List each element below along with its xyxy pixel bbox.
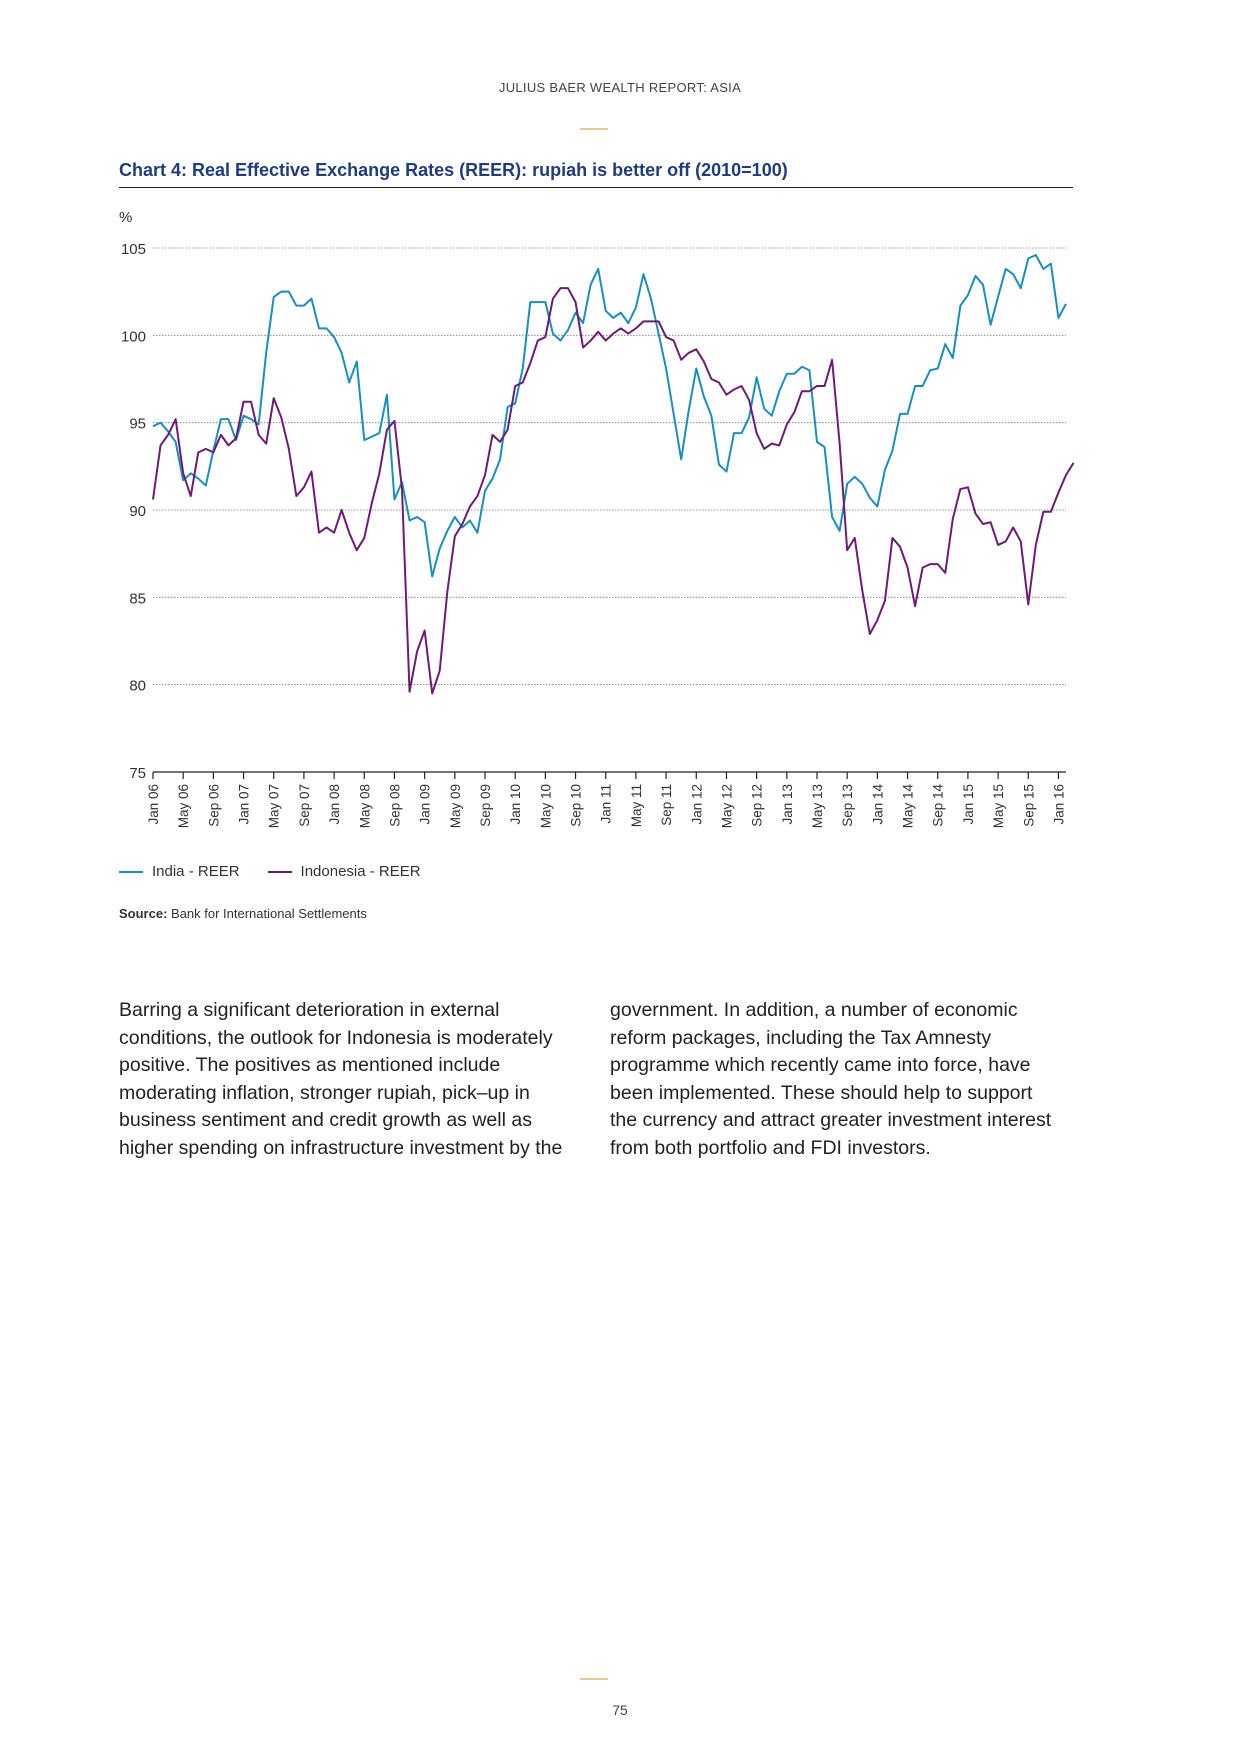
report-header: JULIUS BAER WEALTH REPORT: ASIA xyxy=(498,80,742,95)
axes xyxy=(152,771,1066,779)
legend-swatch-india xyxy=(119,870,143,873)
y-tick-label-90: 90 xyxy=(129,503,146,520)
x-tick-label: Jan 06 xyxy=(146,784,161,825)
y-tick-label-80: 80 xyxy=(129,678,146,695)
body-text-left-column: Barring a significant deterioration in e… xyxy=(119,999,563,1159)
x-tick-label: Sep 13 xyxy=(840,784,855,827)
x-tick-label: May 10 xyxy=(538,784,553,828)
chart-title-rule xyxy=(119,187,1073,188)
x-tick-label: Sep 09 xyxy=(478,784,493,827)
y-tick-label-105: 105 xyxy=(121,241,146,258)
x-tick-label: May 15 xyxy=(991,784,1006,828)
y-tick-label-85: 85 xyxy=(129,590,146,607)
legend-label-indonesia: Indonesia - REER xyxy=(300,863,421,880)
x-tick-label: Sep 08 xyxy=(387,784,402,827)
x-tick-label: Jan 07 xyxy=(237,784,252,825)
y-tick-label-95: 95 xyxy=(129,416,146,433)
footer-gold-rule xyxy=(580,1678,608,1680)
x-tick-label: Jan 15 xyxy=(961,784,976,825)
x-tick-label: May 06 xyxy=(176,784,191,828)
legend-label-india: India - REER xyxy=(152,863,240,880)
reer-line-chart: % 75 80 85 90 95 100 105 Jan 06 May 06 Sep 06 Jan 0… xyxy=(119,209,1075,828)
x-tick-label: May 07 xyxy=(267,784,282,828)
x-tick-label: Jan 13 xyxy=(780,784,795,825)
chart-source: Source: Bank for International Settlemen… xyxy=(119,906,367,921)
x-tick-label: Sep 14 xyxy=(931,784,946,827)
series-line-india xyxy=(152,253,1067,578)
x-tick-label: May 14 xyxy=(901,784,916,829)
x-tick-label: Jan 10 xyxy=(508,784,523,825)
x-tick-label: Sep 12 xyxy=(750,784,765,827)
grid-lines xyxy=(153,247,1066,686)
legend-item-india: India - REER xyxy=(119,863,240,880)
body-text-right-column: government. In addition, a number of eco… xyxy=(610,999,1052,1159)
x-tick-label: May 08 xyxy=(357,784,372,828)
series-lines xyxy=(152,253,1075,695)
x-tick-label: Sep 15 xyxy=(1021,784,1036,827)
y-axis-unit-label: % xyxy=(119,209,132,226)
series-line-indonesia xyxy=(152,287,1075,695)
x-tick-label: May 11 xyxy=(629,784,644,827)
x-tick-label: Sep 06 xyxy=(206,784,221,827)
y-tick-label-100: 100 xyxy=(121,328,146,345)
header-gold-rule xyxy=(580,128,608,130)
source-text: Bank for International Settlements xyxy=(167,906,367,921)
x-tick-label: Jan 12 xyxy=(689,784,704,825)
x-tick-label: Jan 08 xyxy=(327,784,342,825)
x-tick-label: Jan 14 xyxy=(870,784,885,825)
x-tick-label: Jan 09 xyxy=(418,784,433,825)
chart-legend: India - REER Indonesia - REER xyxy=(119,863,421,880)
page-number: 75 xyxy=(612,1702,628,1718)
x-tick-label: May 12 xyxy=(719,784,734,828)
axis-labels: % 75 80 85 90 95 100 105 Jan 06 May 06 Sep 06 Jan 0… xyxy=(119,209,1066,828)
y-tick-label-75: 75 xyxy=(129,765,146,782)
x-tick-label: May 13 xyxy=(810,784,825,828)
legend-item-indonesia: Indonesia - REER xyxy=(267,863,421,880)
x-tick-label: Jan 11 xyxy=(599,784,614,824)
x-tick-label: May 09 xyxy=(448,784,463,828)
source-label: Source: xyxy=(119,906,168,921)
x-tick-label: Sep 07 xyxy=(297,784,312,827)
x-tick-label: Jan 16 xyxy=(1051,784,1066,825)
x-tick-label: Sep 11 xyxy=(659,784,674,826)
chart-title: Chart 4: Real Effective Exchange Rates (… xyxy=(119,160,788,180)
legend-swatch-indonesia xyxy=(267,870,292,873)
x-tick-label: Sep 10 xyxy=(569,784,584,827)
